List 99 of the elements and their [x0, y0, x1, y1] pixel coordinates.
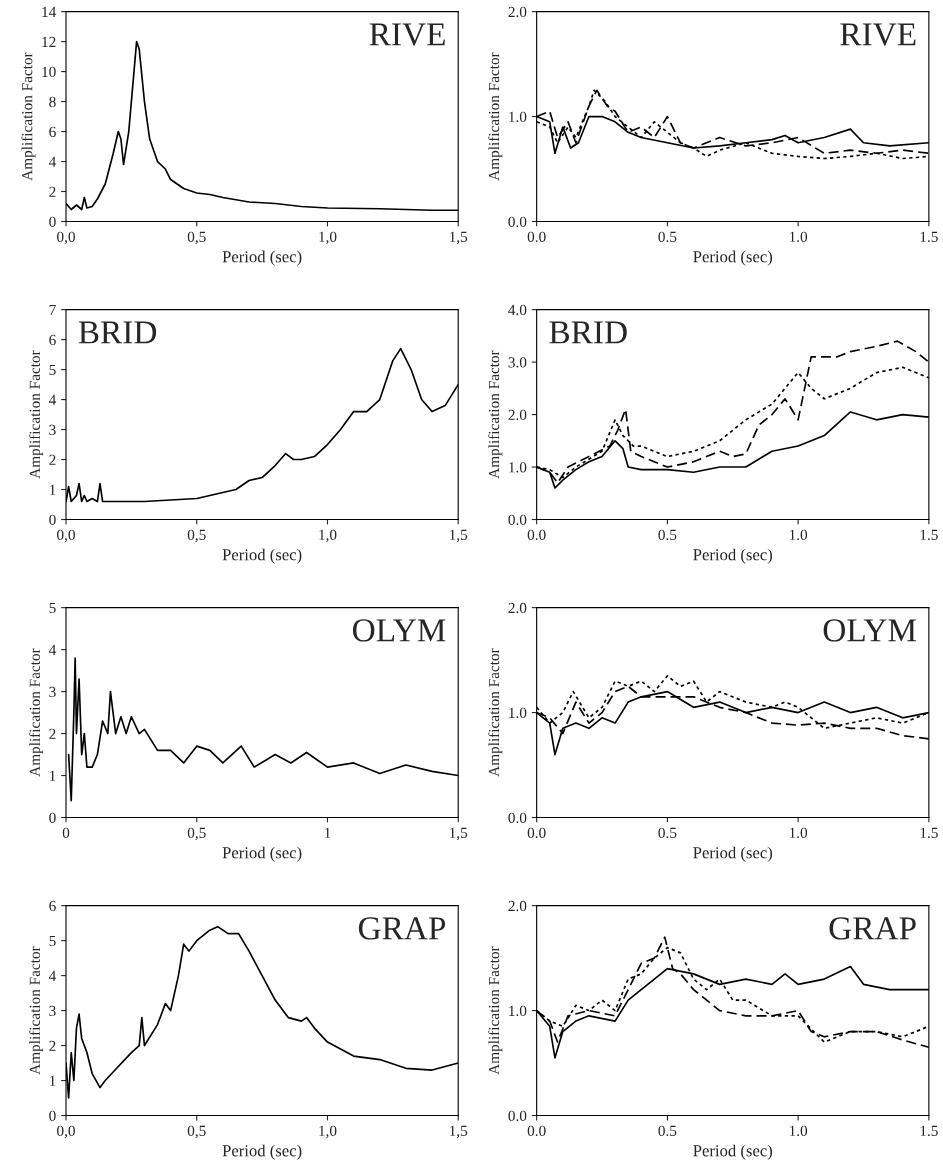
annotation: GRAP [829, 917, 916, 940]
y-tick-label: 3.0 [508, 357, 527, 368]
y-tick-label: 2.0 [508, 6, 527, 18]
x-tick-label: 0.5 [658, 529, 677, 541]
annotation: RIVE [369, 23, 445, 46]
y-tick-label: 2.0 [508, 900, 527, 912]
x-tick-label: 0.0 [527, 529, 546, 541]
x-axis-title: Period (sec) [693, 1144, 773, 1160]
x-tick-label: 1.5 [920, 529, 938, 541]
y-tick-label: 0 [49, 1110, 56, 1121]
x-tick-label: 1.5 [920, 231, 938, 243]
y-tick-label: 5 [49, 364, 56, 376]
y-tick-label: 6 [49, 126, 56, 137]
x-tick-label: 1 [325, 827, 331, 838]
x-tick-label: 0,5 [187, 231, 206, 245]
x-tick-label: 0,0 [57, 529, 75, 543]
x-tick-label: 0.0 [527, 1125, 546, 1137]
x-tick-label: 1,0 [319, 231, 337, 245]
y-tick-label: 0 [49, 812, 56, 823]
x-tick-label: 1.0 [789, 529, 808, 541]
y-axis-title: Amplification Factor [488, 946, 503, 1075]
x-axis-title: Period (sec) [222, 548, 302, 564]
x-tick-label: 0,5 [187, 827, 206, 841]
x-tick-label: 1.0 [789, 231, 808, 243]
y-tick-label: 1.0 [509, 707, 527, 719]
x-tick-label: 0.0 [527, 231, 546, 243]
y-tick-label: 3 [49, 1005, 56, 1017]
y-tick-label: 3 [49, 686, 56, 698]
y-tick-label: 0.0 [508, 1110, 527, 1122]
y-tick-label: 4 [48, 644, 57, 655]
x-axis-title: Period (sec) [693, 846, 773, 862]
y-tick-label: 1.0 [509, 111, 527, 123]
x-tick-label: 0.5 [658, 231, 677, 243]
y-tick-label: 12 [42, 36, 56, 47]
y-tick-label: 0 [49, 216, 56, 227]
x-tick-label: 1,0 [319, 529, 337, 543]
y-tick-label: 0.0 [508, 812, 527, 824]
y-tick-label: 4 [48, 970, 57, 981]
y-tick-label: 2.0 [508, 602, 527, 614]
y-tick-label: 3 [49, 424, 56, 436]
annotation: BRID [549, 321, 627, 344]
y-tick-label: 6 [49, 334, 56, 346]
x-tick-label: 0,0 [57, 231, 75, 245]
y-tick-label: 2.0 [508, 409, 527, 421]
y-tick-label: 4 [48, 394, 57, 405]
x-tick-label: 1,5 [450, 529, 468, 543]
y-tick-label: 7 [49, 304, 56, 315]
y-axis-title: Amplification Factor [29, 350, 44, 479]
x-axis-title: Period (sec) [222, 250, 302, 266]
y-tick-label: 2 [49, 728, 56, 739]
y-tick-label: 14 [42, 6, 57, 17]
x-axis-title: Period (sec) [693, 250, 773, 266]
y-tick-label: 2 [49, 1040, 56, 1051]
annotation: BRID [78, 321, 157, 344]
y-tick-label: 0 [49, 514, 56, 525]
y-axis-title: Amplification Factor [488, 648, 503, 777]
x-tick-label: 1,5 [450, 1125, 468, 1139]
x-tick-label: 1,5 [450, 231, 468, 245]
y-tick-label: 2 [49, 454, 56, 465]
x-axis-title: Period (sec) [693, 548, 773, 564]
y-tick-label: 1.0 [509, 462, 527, 473]
annotation: GRAP [358, 917, 446, 940]
x-tick-label: 0,5 [187, 529, 206, 543]
y-tick-label: 0.0 [508, 216, 527, 227]
x-tick-label: 1.0 [789, 1125, 808, 1137]
x-tick-label: 1.5 [920, 1125, 938, 1137]
y-axis-title: Amplification Factor [29, 946, 44, 1075]
y-tick-label: 4 [48, 156, 57, 167]
y-tick-label: 0.0 [508, 514, 527, 526]
y-tick-label: 2 [49, 186, 56, 197]
x-tick-label: 0,5 [187, 1125, 206, 1139]
y-tick-label: 5 [49, 602, 56, 614]
y-tick-label: 10 [42, 66, 56, 78]
y-axis-title: Amplification Factor [21, 52, 36, 181]
y-axis-title: Amplification Factor [29, 648, 44, 777]
y-tick-label: 1 [49, 1075, 56, 1086]
y-axis-title: Amplification Factor [488, 52, 503, 181]
x-axis-title: Period (sec) [222, 1144, 302, 1160]
y-tick-label: 1.0 [509, 1005, 527, 1017]
x-tick-label: 0.5 [658, 1125, 677, 1137]
y-tick-label: 4.0 [508, 304, 527, 316]
y-tick-label: 5 [49, 935, 56, 947]
y-tick-label: 6 [49, 900, 56, 912]
y-tick-label: 1 [49, 770, 56, 781]
x-tick-label: 1,5 [450, 827, 468, 841]
y-tick-label: 8 [49, 96, 56, 108]
x-tick-label: 0.0 [527, 827, 546, 839]
x-tick-label: 1.0 [789, 827, 808, 839]
annotation: RIVE [840, 23, 916, 46]
x-tick-label: 0.5 [658, 827, 677, 839]
x-tick-label: 0 [62, 827, 70, 838]
annotation: OLYM [823, 619, 917, 642]
annotation: OLYM [353, 619, 446, 642]
x-tick-label: 1.5 [920, 827, 938, 839]
x-tick-label: 0,0 [57, 1125, 75, 1139]
x-tick-label: 1,0 [319, 1125, 337, 1139]
y-tick-label: 1 [49, 484, 56, 495]
x-axis-title: Period (sec) [222, 846, 302, 862]
y-axis-title: Amplification Factor [488, 350, 503, 479]
